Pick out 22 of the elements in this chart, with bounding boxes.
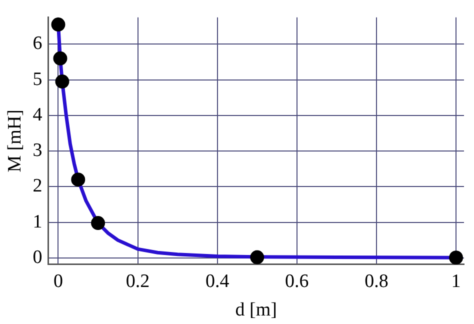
point [449, 250, 464, 264]
x-tick-label: 0 [53, 270, 63, 292]
y-tick-label: 0 [32, 246, 42, 268]
point [71, 172, 86, 187]
x-tick-label: 0.8 [364, 270, 388, 292]
y-tick-label: 2 [32, 176, 42, 197]
x-tick-label: 0.6 [285, 270, 309, 292]
x-tick-label: 0.4 [205, 270, 230, 292]
point [250, 250, 264, 264]
y-tick-label: 6 [32, 33, 42, 54]
x-axis-title: d [m] [235, 300, 277, 321]
x-tick-label: 0.2 [126, 270, 150, 292]
point [53, 51, 68, 66]
point [91, 216, 106, 230]
x-tick-label: 1 [451, 270, 461, 292]
y-axis-title: M [mH] [4, 109, 26, 172]
point [51, 18, 66, 32]
y-tick-label: 1 [32, 211, 42, 232]
y-tick-label: 4 [32, 104, 43, 126]
y-tick-label: 3 [32, 140, 42, 162]
y-tick-label: 5 [32, 68, 42, 90]
point [55, 74, 70, 89]
